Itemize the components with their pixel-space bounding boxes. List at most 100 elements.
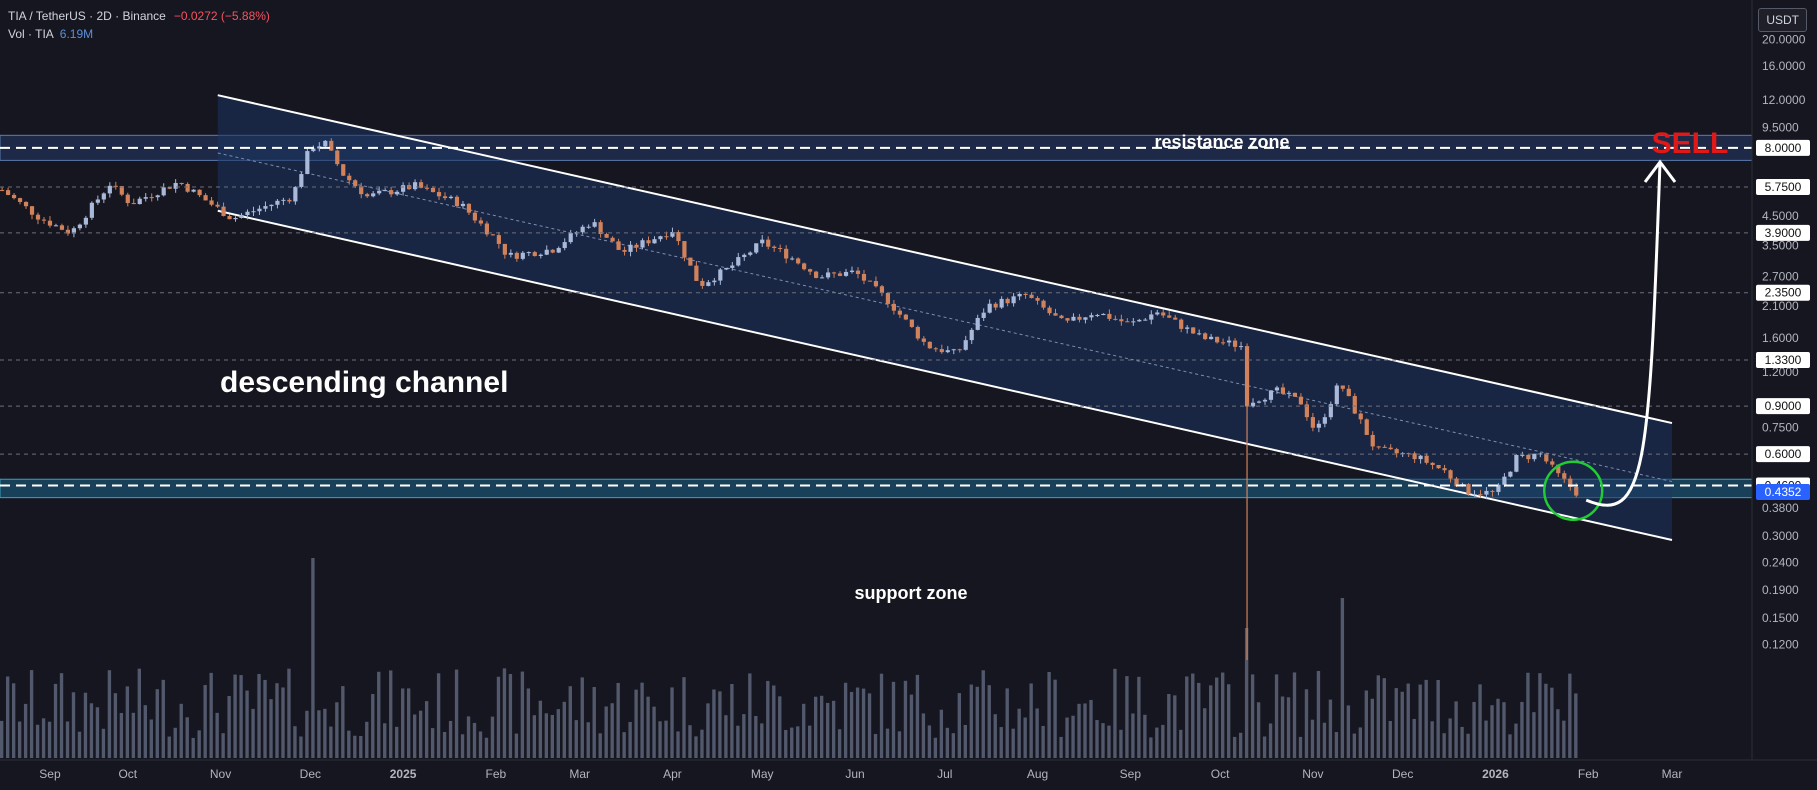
candle[interactable] [233,216,238,222]
candle[interactable] [1011,292,1016,307]
candle[interactable] [1526,454,1531,463]
candle[interactable] [179,182,184,186]
candle[interactable] [263,201,268,212]
candle[interactable] [544,245,549,256]
candle[interactable] [23,201,29,209]
candle[interactable] [658,235,663,242]
candle[interactable] [939,344,944,354]
candle[interactable] [1484,487,1489,500]
candle[interactable] [347,173,352,185]
candle[interactable] [35,212,41,225]
candle[interactable] [77,223,82,231]
candle[interactable] [1496,483,1501,496]
candle[interactable] [688,257,693,266]
candle[interactable] [65,225,71,236]
candle[interactable] [125,192,130,207]
candle[interactable] [784,245,789,264]
candle[interactable] [1310,413,1315,432]
candle[interactable] [191,189,196,193]
candle[interactable] [1394,447,1399,458]
candle[interactable] [1095,313,1100,317]
candle[interactable] [819,274,825,279]
candle[interactable] [634,242,639,252]
candle[interactable] [694,260,699,282]
candle[interactable] [1053,308,1058,316]
candle[interactable] [287,198,292,204]
candle[interactable] [1424,453,1429,465]
candle[interactable] [1514,454,1519,473]
candle[interactable] [1179,318,1184,333]
candle[interactable] [454,195,460,208]
candle[interactable] [885,291,891,308]
candle[interactable] [957,348,962,353]
candle[interactable] [1466,483,1471,496]
currency-button[interactable]: USDT [1758,8,1807,32]
candle[interactable] [323,140,328,148]
candle[interactable] [1143,317,1148,321]
candle[interactable] [1442,464,1447,474]
candle[interactable] [849,266,855,274]
candle[interactable] [891,299,896,315]
candle[interactable] [604,232,609,238]
candle[interactable] [341,164,346,176]
candle[interactable] [29,205,35,220]
candle[interactable] [335,149,340,167]
candle[interactable] [185,182,190,193]
candle[interactable] [843,268,849,277]
candle[interactable] [95,195,100,205]
candle[interactable] [1185,325,1190,334]
candle[interactable] [275,198,280,209]
candle[interactable] [915,325,920,341]
candle[interactable] [41,216,47,224]
candle[interactable] [239,213,244,219]
candle[interactable] [299,171,304,189]
candle[interactable] [1125,318,1130,323]
candle[interactable] [1035,296,1040,305]
candle[interactable] [1119,314,1124,326]
candle[interactable] [676,230,681,246]
candle[interactable] [1161,309,1166,318]
symbol-title[interactable]: TIA / TetherUS · 2D · Binance [8,9,166,23]
candle[interactable] [1478,489,1483,498]
candle[interactable] [1137,318,1142,322]
candle[interactable] [1005,297,1010,307]
candle[interactable] [933,347,938,352]
candle[interactable] [418,179,424,189]
candle[interactable] [867,280,873,282]
candle[interactable] [460,200,466,209]
candle[interactable] [766,236,771,250]
candle[interactable] [1490,489,1495,497]
candle[interactable] [436,187,442,200]
candle[interactable] [113,181,118,190]
candle[interactable] [993,302,998,311]
candle[interactable] [1472,490,1477,497]
candle[interactable] [760,235,765,247]
candle[interactable] [1173,314,1178,320]
candle[interactable] [401,182,406,196]
candle[interactable] [466,203,472,215]
candle[interactable] [550,249,555,254]
candle[interactable] [383,188,388,192]
candle[interactable] [1328,401,1333,420]
candle[interactable] [772,245,777,252]
candle[interactable] [1340,385,1345,392]
candle[interactable] [646,236,651,247]
candle[interactable] [496,231,501,249]
candle[interactable] [1274,385,1280,394]
candle[interactable] [1448,469,1453,483]
candle[interactable] [796,257,801,265]
candle[interactable] [17,197,23,205]
candle[interactable] [580,224,585,235]
candle[interactable] [1418,454,1423,464]
candle[interactable] [532,250,537,257]
candle[interactable] [1358,412,1363,424]
candle[interactable] [161,183,166,197]
candle[interactable] [1149,310,1154,325]
candle[interactable] [568,229,573,244]
candle[interactable] [1209,333,1214,340]
candle[interactable] [137,196,142,205]
candle[interactable] [969,327,974,344]
candle[interactable] [490,233,495,236]
candle[interactable] [706,279,711,287]
price-axis[interactable]: 20.0000 16.0000 12.0000 9.5000 4.5000 3.5000 2… [1751,0,1817,790]
